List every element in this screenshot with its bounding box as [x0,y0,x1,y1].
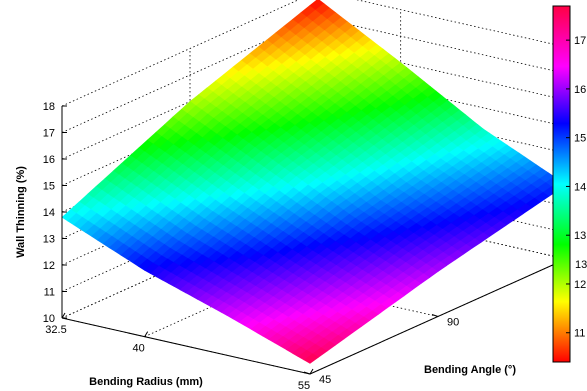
z-tick-label: 15 [43,181,55,193]
y-tick-mark [431,314,439,317]
y-tick-label: 135 [575,259,587,271]
z-tick-label: 11 [44,287,55,299]
colorbar-tick-label: 12 [574,279,586,291]
x-tick-mark [61,312,66,319]
colorbar: 11 12 13 14 15 16 17 [552,5,586,363]
y-tick-mark [303,371,311,375]
z-tick-label: 13 [43,234,55,246]
z-tick-label: 12 [43,260,55,272]
colorbar-tick-label: 17 [574,35,586,47]
y-tick-label: 45 [319,374,331,386]
y-tick-label: 90 [447,317,459,329]
x-tick-mark [309,368,314,375]
y-axis-label: Bending Angle (°) [424,364,516,376]
colorbar-tick-label: 13 [574,230,586,242]
x-tick-label: 55 [298,380,310,391]
colorbar-gradient [552,5,571,363]
x-tick-label: 40 [133,343,145,355]
colorbar-tick-label: 15 [574,133,586,145]
colorbar-tick-label: 14 [574,181,586,193]
z-tick-label: 14 [43,207,55,219]
surface-plot [61,0,567,364]
z-tick-label: 10 [43,313,55,325]
z-tick-label: 17 [43,128,55,140]
colorbar-tick-label: 16 [574,84,586,96]
x-tick-label: 32.5 [45,324,66,336]
x-axis-label: Bending Radius (mm) [89,376,203,388]
axes: 10 11 12 13 14 15 16 17 18 32.5 40 55 45 90 135 [43,101,587,391]
x-tick-mark [144,331,149,337]
left-wall-grid-z [61,0,299,107]
surface-facet [303,353,320,364]
z-tick-label: 16 [43,154,55,166]
x-axis-line [61,317,311,375]
axis-labels: Wall Thinning (%) Bending Radius (mm) Be… [15,166,516,388]
left-wall-grid-z [61,17,319,133]
colorbar-tick-label: 11 [574,328,585,340]
z-tick-label: 18 [43,101,55,113]
z-axis-label: Wall Thinning (%) [15,166,27,258]
